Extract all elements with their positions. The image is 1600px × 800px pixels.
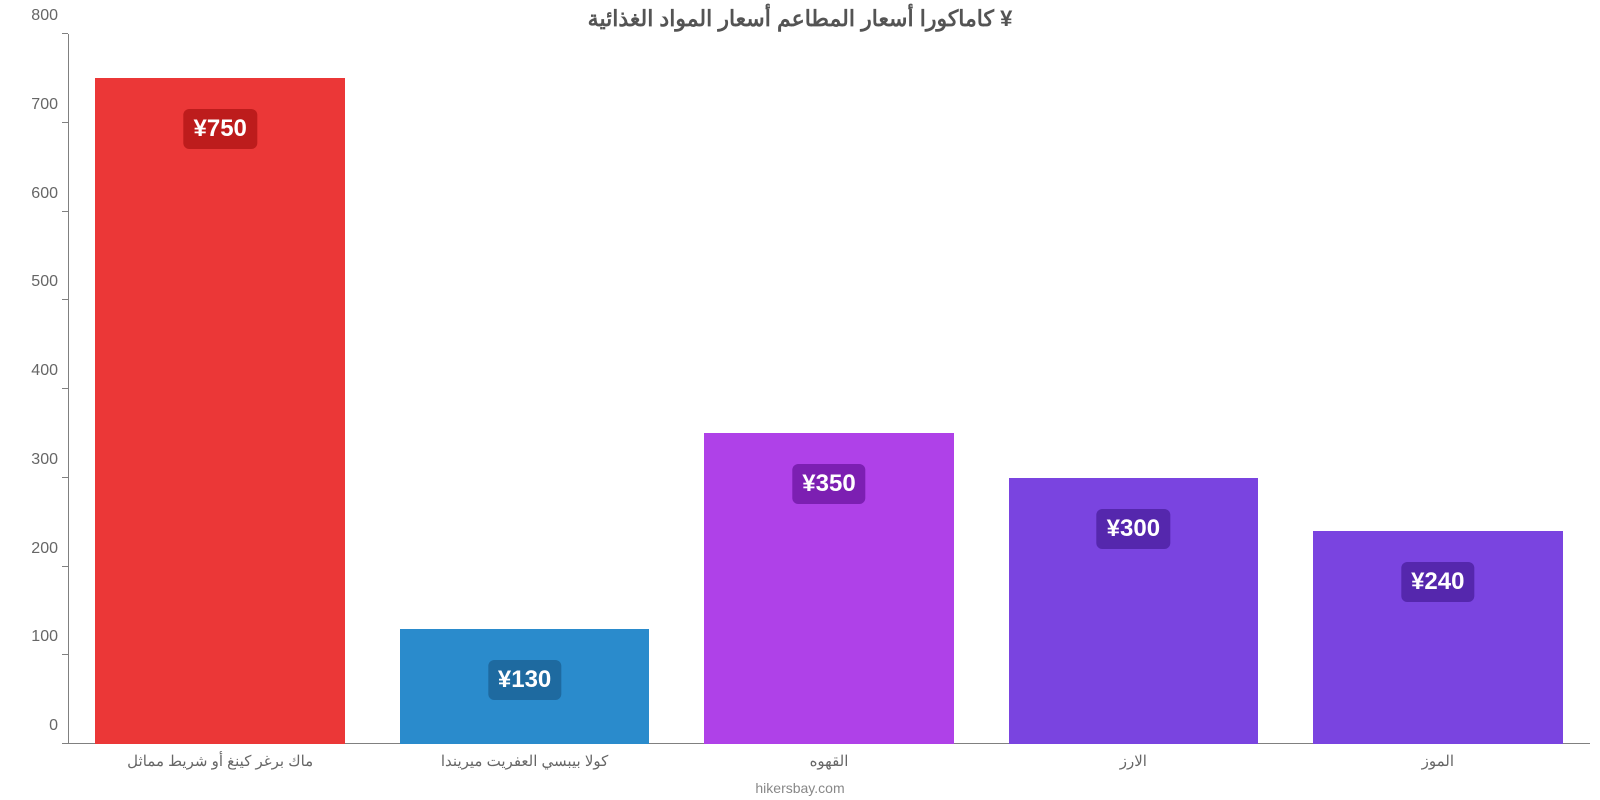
plot-area: 0100200300400500600700800¥750ماك برغر كي… — [68, 34, 1590, 744]
bar-slot-rice: ¥300الارز — [981, 34, 1285, 744]
y-tick-label: 0 — [49, 717, 68, 735]
price-bar-chart: كاماكورا أسعار المطاعم أسعار المواد الغذ… — [0, 0, 1600, 800]
x-label-coffee: القهوه — [677, 744, 981, 770]
bar-value-cola: ¥130 — [488, 660, 561, 700]
x-label-mcmeal: ماك برغر كينغ أو شريط مماثل — [68, 744, 372, 770]
bar-value-mcmeal: ¥750 — [183, 109, 256, 149]
x-label-cola: كولا بيبسي العفريت ميريندا — [372, 744, 676, 770]
y-tick-label: 500 — [31, 273, 68, 291]
y-tick-label: 300 — [31, 451, 68, 469]
x-label-banana: الموز — [1286, 744, 1590, 770]
y-tick-label: 800 — [31, 7, 68, 25]
y-tick-label: 400 — [31, 362, 68, 380]
y-tick-label: 200 — [31, 540, 68, 558]
y-tick-label: 700 — [31, 96, 68, 114]
x-label-rice: الارز — [981, 744, 1285, 770]
bar-slot-banana: ¥240الموز — [1286, 34, 1590, 744]
y-tick-label: 600 — [31, 185, 68, 203]
bar-value-rice: ¥300 — [1097, 509, 1170, 549]
bar-value-banana: ¥240 — [1401, 562, 1474, 602]
bar-slot-coffee: ¥350القهوه — [677, 34, 981, 744]
y-tick-label: 100 — [31, 628, 68, 646]
bar-mcmeal — [95, 78, 345, 744]
chart-title: كاماكورا أسعار المطاعم أسعار المواد الغذ… — [0, 0, 1600, 32]
footer-credit: hikersbay.com — [0, 780, 1600, 796]
bar-slot-mcmeal: ¥750ماك برغر كينغ أو شريط مماثل — [68, 34, 372, 744]
bar-value-coffee: ¥350 — [792, 464, 865, 504]
bar-slot-cola: ¥130كولا بيبسي العفريت ميريندا — [372, 34, 676, 744]
